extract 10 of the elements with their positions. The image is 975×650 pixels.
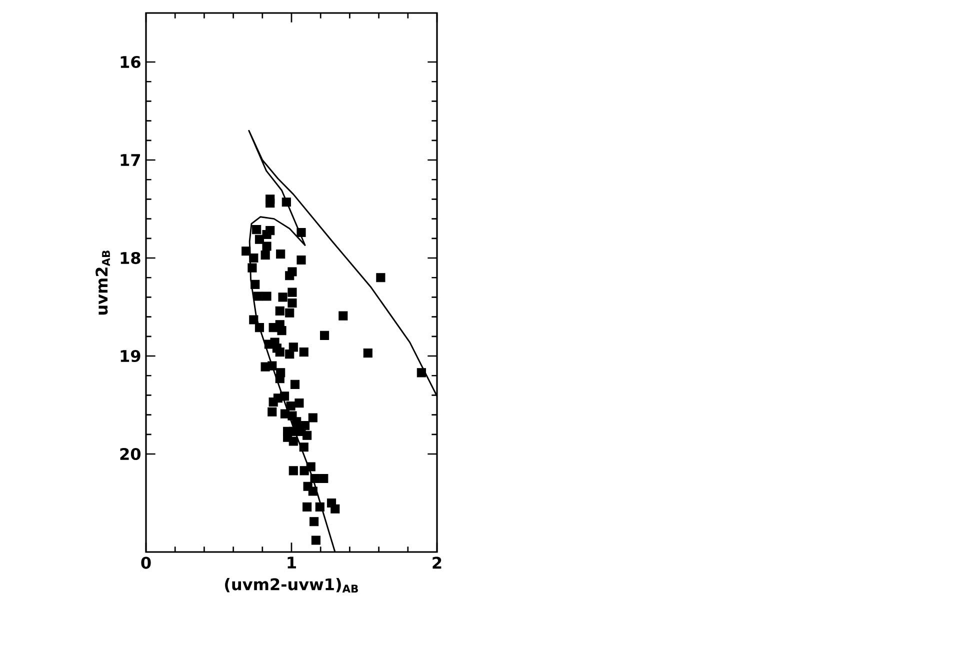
y-tick-label: 20 (120, 448, 141, 460)
x-tick-label: 0 (141, 556, 151, 569)
x-tick-label: 2 (432, 556, 442, 569)
y-axis-title: uvm2$_{AB}$ (96, 250, 110, 315)
y-tick-label: 17 (120, 154, 140, 166)
x-axis-title: (uvm2-uvw1)$_{AB}$ (225, 578, 358, 593)
x-tick-label: 1 (288, 556, 296, 568)
y-tick-label: 18 (120, 252, 140, 264)
y-tick-label: 16 (120, 56, 140, 68)
y-tick-label: 19 (120, 350, 140, 362)
